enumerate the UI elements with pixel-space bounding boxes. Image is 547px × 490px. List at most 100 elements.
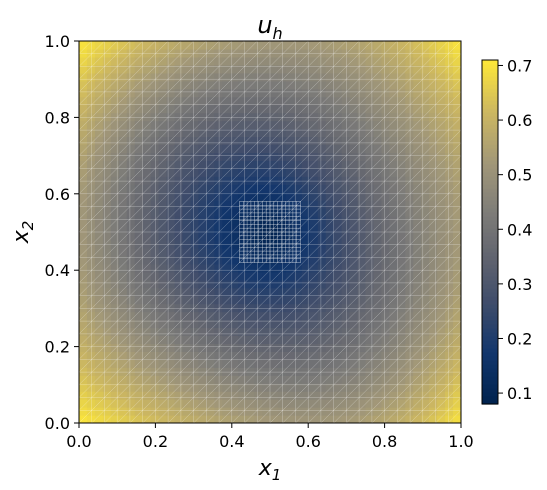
heatmap-cell	[214, 72, 223, 82]
heatmap-cell	[357, 168, 367, 177]
heatmap-cell	[198, 319, 207, 329]
heatmap-cell	[270, 351, 279, 360]
heatmap-cell	[445, 367, 454, 376]
heatmap-cell	[254, 335, 263, 345]
heatmap-cell	[246, 88, 255, 98]
heatmap-cell	[254, 192, 263, 201]
heatmap-cell	[222, 343, 231, 352]
heatmap-cell	[270, 367, 279, 376]
heatmap-cell	[445, 343, 454, 352]
heatmap-cell	[445, 128, 454, 138]
heatmap-cell	[142, 208, 152, 217]
heatmap-cell	[317, 128, 327, 138]
heatmap-cell	[349, 96, 359, 106]
heatmap-cell	[349, 255, 359, 265]
heatmap-cell	[118, 367, 128, 376]
heatmap-cell	[246, 407, 255, 416]
heatmap-cell	[198, 232, 207, 241]
heatmap-cell	[110, 303, 120, 313]
heatmap-cell	[198, 295, 207, 305]
heatmap-cell	[365, 176, 375, 185]
colorbar-segment	[482, 100, 498, 105]
heatmap-cell	[277, 200, 287, 209]
heatmap-cell	[246, 120, 255, 130]
heatmap-cell	[357, 263, 367, 273]
heatmap-cell	[317, 407, 327, 416]
heatmap-cell	[309, 343, 319, 352]
heatmap-cell	[357, 335, 367, 345]
heatmap-cell	[413, 152, 422, 161]
heatmap-cell	[285, 271, 295, 281]
heatmap-cell	[222, 216, 231, 225]
heatmap-cell	[277, 96, 287, 106]
heatmap-cell	[190, 239, 199, 249]
colorbar-segment	[482, 84, 498, 89]
heatmap-cell	[309, 375, 319, 384]
heatmap-cell	[445, 359, 454, 368]
heatmap-cell	[174, 359, 184, 368]
heatmap-cell	[238, 104, 247, 114]
heatmap-cell	[429, 48, 438, 58]
colorbar: 0.10.20.30.40.50.60.7	[481, 56, 532, 405]
heatmap-cell	[341, 335, 351, 345]
heatmap-cell	[373, 176, 383, 185]
heatmap-cell	[238, 407, 247, 416]
heatmap-cell	[182, 303, 192, 313]
heatmap-cell	[142, 144, 152, 154]
heatmap-cell	[86, 239, 96, 249]
colorbar-segment	[482, 128, 498, 133]
heatmap-cell	[445, 271, 454, 281]
heatmap-cell	[102, 192, 112, 201]
heatmap-cell	[341, 391, 351, 400]
heatmap-cell	[277, 335, 287, 345]
heatmap-cell	[79, 232, 88, 241]
heatmap-cell	[333, 383, 343, 392]
heatmap-cell	[174, 263, 184, 273]
heatmap-cell	[309, 41, 319, 50]
heatmap-cell	[421, 391, 430, 400]
heatmap-cell	[150, 287, 160, 297]
heatmap-cell	[381, 351, 390, 360]
heatmap-cell	[365, 136, 375, 146]
heatmap-cell	[277, 303, 287, 313]
heatmap-cell	[301, 200, 311, 209]
heatmap-cell	[301, 112, 311, 122]
heatmap-cell	[341, 112, 351, 122]
colorbar-segment	[482, 280, 498, 285]
heatmap-cell	[301, 128, 311, 138]
heatmap-cell	[405, 152, 414, 161]
heatmap-cell	[150, 359, 160, 368]
heatmap-cell	[277, 415, 287, 423]
heatmap-cell	[238, 232, 247, 241]
heatmap-cell	[301, 192, 311, 201]
heatmap-cell	[118, 263, 128, 273]
heatmap-cell	[373, 41, 383, 50]
heatmap-cell	[333, 335, 343, 345]
heatmap-cell	[238, 136, 247, 146]
heatmap-cell	[309, 64, 319, 74]
heatmap-cell	[246, 359, 255, 368]
heatmap-cell	[182, 56, 192, 66]
heatmap-cell	[429, 375, 438, 384]
heatmap-cell	[254, 303, 263, 313]
y-tick-label: 0.4	[45, 261, 70, 280]
heatmap-cell	[246, 343, 255, 352]
heatmap-cell	[158, 232, 168, 241]
heatmap-cell	[262, 383, 271, 392]
heatmap-cell	[166, 399, 176, 408]
heatmap-cell	[262, 168, 271, 177]
heatmap-cell	[341, 279, 351, 289]
heatmap-cell	[453, 367, 461, 376]
heatmap-cell	[150, 351, 160, 360]
heatmap-cell	[413, 48, 422, 58]
heatmap-cell	[445, 303, 454, 313]
heatmap-cell	[429, 327, 438, 337]
heatmap-cell	[158, 295, 168, 305]
heatmap-cell	[309, 311, 319, 321]
heatmap-cell	[230, 295, 239, 305]
heatmap-cell	[79, 96, 88, 106]
heatmap-cell	[142, 359, 152, 368]
heatmap-cell	[262, 415, 271, 423]
heatmap-cell	[285, 303, 295, 313]
heatmap-cell	[134, 239, 144, 249]
